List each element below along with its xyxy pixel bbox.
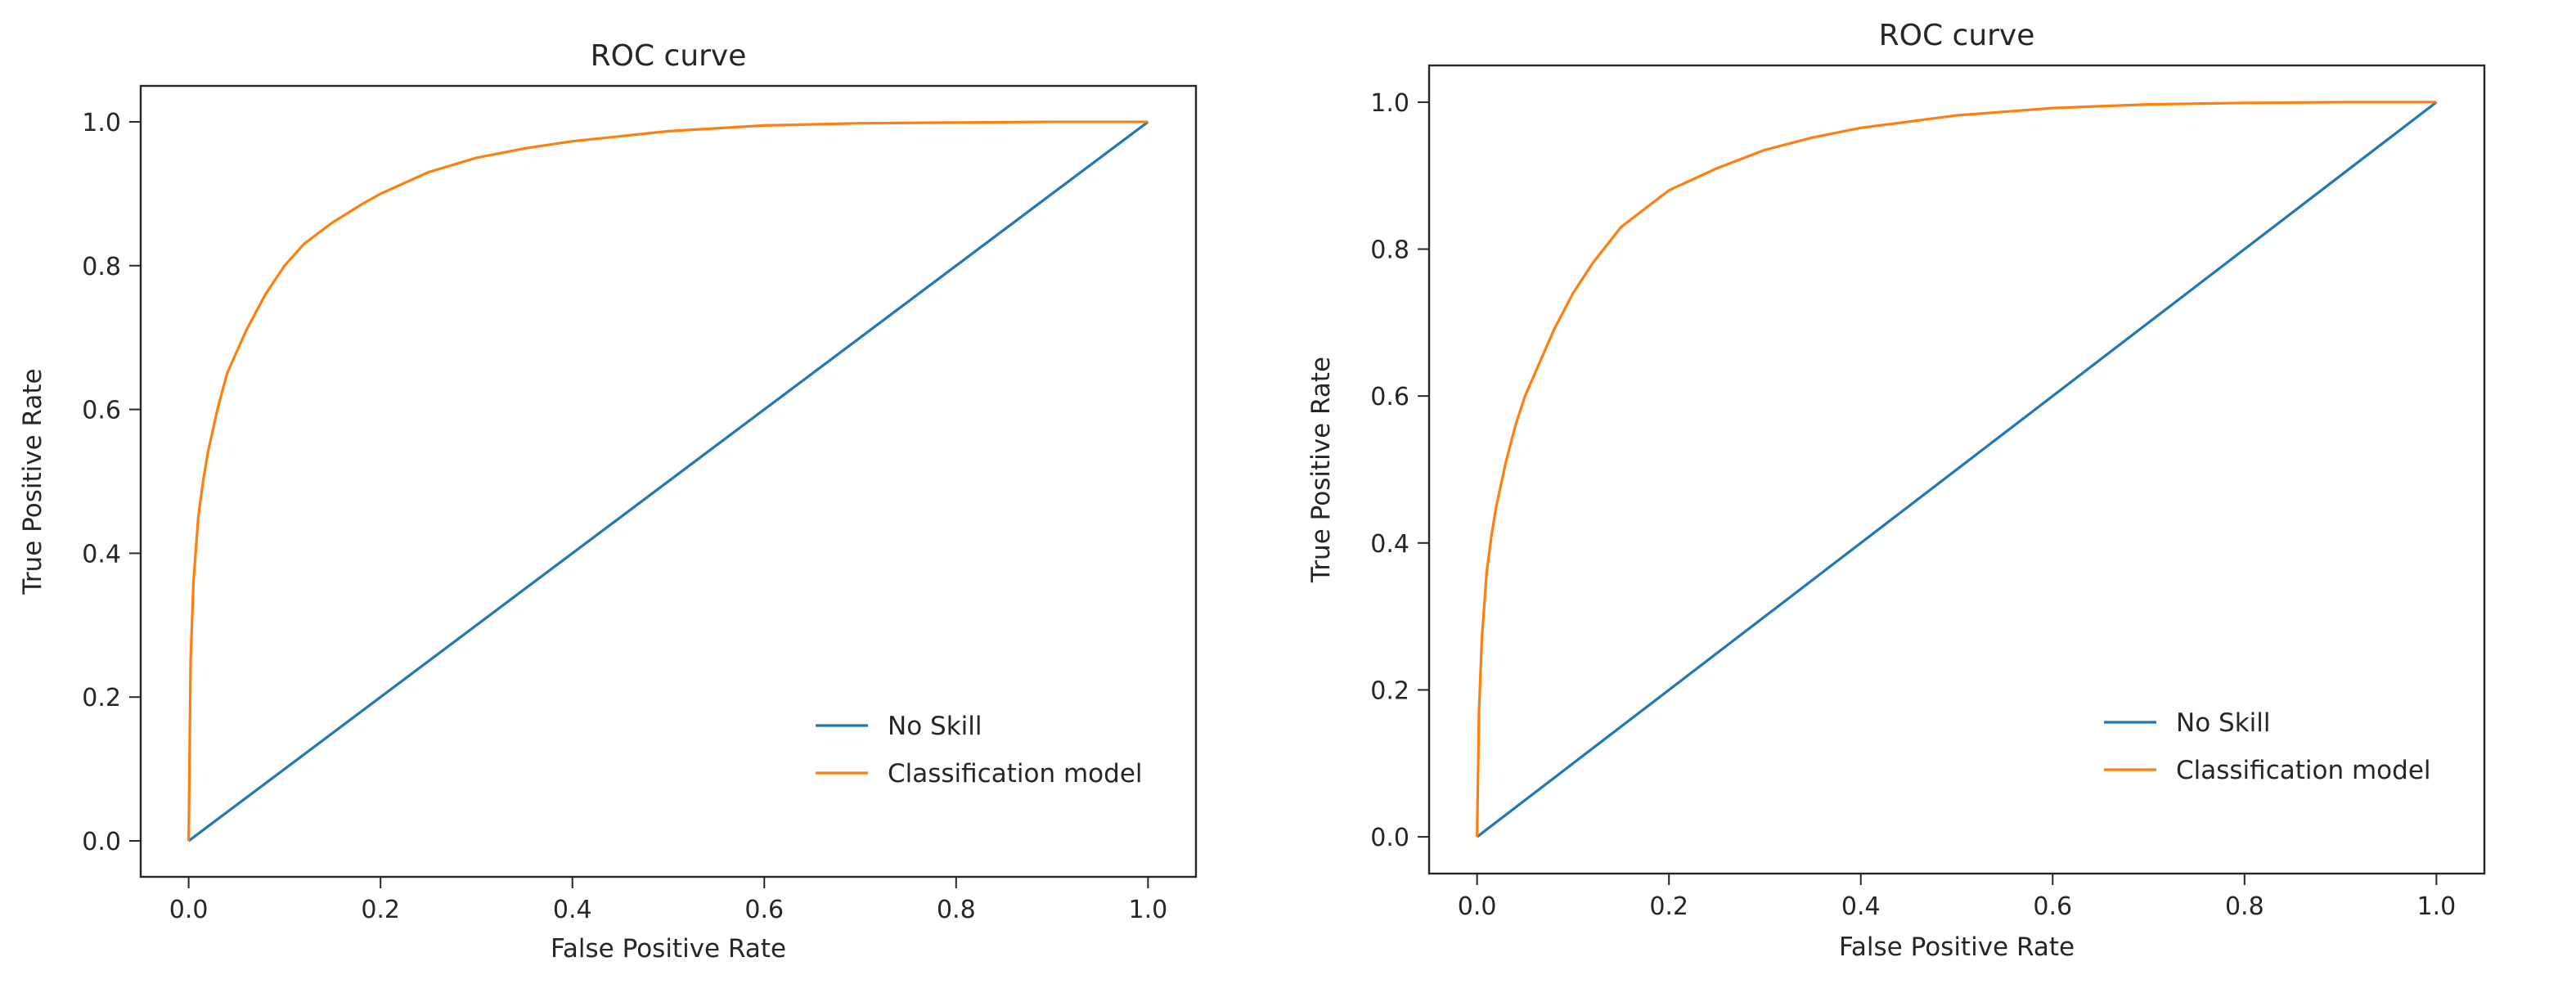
legend-label-classification-model: Classification model xyxy=(2176,756,2431,785)
x-tick-label: 1.0 xyxy=(1129,896,1168,924)
x-tick-label: 0.2 xyxy=(1649,892,1688,921)
y-tick-label: 1.0 xyxy=(1370,89,1409,118)
roc-chart-right-svg: 0.0 0.2 0.4 0.6 0.8 1.0 0.0 0.2 0.4 0.6 0.8 1.0 ROC … xyxy=(1306,19,2486,962)
x-tick-label: 0.8 xyxy=(2225,892,2264,921)
roc-chart-left: 0.0 0.2 0.4 0.6 0.8 1.0 0.0 0.2 0.4 0.6 0.8 1.0 ROC … xyxy=(0,0,1288,989)
x-tick-label: 0.4 xyxy=(553,896,592,924)
x-tick-label: 0.0 xyxy=(1458,892,1497,921)
x-tick-label: 0.6 xyxy=(2033,892,2072,921)
y-tick-label: 0.6 xyxy=(1370,383,1409,411)
y-tick-label: 0.8 xyxy=(82,253,121,281)
y-axis-label: True Positive Rate xyxy=(1306,357,1336,583)
axes-frame xyxy=(139,84,1198,878)
y-tick-label: 0.8 xyxy=(1370,236,1409,265)
y-tick-label: 0.0 xyxy=(82,828,121,856)
x-tick-label: 0.8 xyxy=(937,896,976,924)
x-tick-label: 0.2 xyxy=(361,896,400,924)
legend-label-classification-model: Classification model xyxy=(888,759,1143,789)
legend-label-no-skill: No Skill xyxy=(2176,708,2270,738)
y-tick-label: 0.2 xyxy=(1370,676,1409,705)
series-line-no-skill xyxy=(1476,101,2438,838)
y-tick-label: 0.2 xyxy=(82,684,121,712)
y-tick-label: 0.6 xyxy=(82,397,121,425)
x-tick-label: 0.0 xyxy=(169,896,209,924)
y-tick-label: 0.0 xyxy=(1370,824,1409,852)
x-tick-label: 1.0 xyxy=(2417,892,2457,921)
axes-frame xyxy=(1427,64,2486,875)
x-tick-label: 0.4 xyxy=(1841,892,1881,921)
y-tick-label: 0.4 xyxy=(1370,530,1409,559)
series-line-classification-model xyxy=(1476,101,2437,838)
series-line-no-skill xyxy=(187,120,1149,842)
x-axis-label: False Positive Rate xyxy=(1839,932,2075,962)
series-line-classification-model xyxy=(187,120,1149,842)
y-tick-label: 0.4 xyxy=(82,540,121,568)
x-axis-label: False Positive Rate xyxy=(551,934,786,964)
chart-title: ROC curve xyxy=(1879,19,2035,52)
chart-title: ROC curve xyxy=(591,39,747,73)
legend-label-no-skill: No Skill xyxy=(888,712,982,741)
y-axis-label: True Positive Rate xyxy=(18,368,47,595)
x-tick-label: 0.6 xyxy=(744,896,784,924)
roc-chart-left-svg: 0.0 0.2 0.4 0.6 0.8 1.0 0.0 0.2 0.4 0.6 0.8 1.0 ROC … xyxy=(18,39,1198,964)
y-tick-label: 1.0 xyxy=(82,109,121,137)
roc-chart-right: 0.0 0.2 0.4 0.6 0.8 1.0 0.0 0.2 0.4 0.6 0.8 1.0 ROC … xyxy=(1288,0,2576,989)
